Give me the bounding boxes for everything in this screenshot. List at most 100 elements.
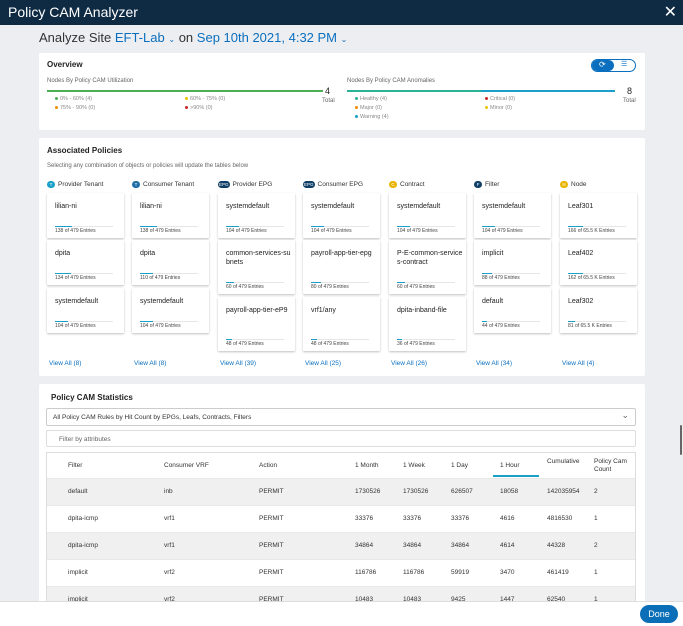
card-entries: 166 of 65.5 K Entries [568,228,615,234]
associated-policies-panel: Associated Policies Selecting any combin… [39,138,645,376]
table-row[interactable]: default inb PERMIT 1730526 1730526 626507 1805… [47,478,635,505]
col-consumer-vrf[interactable]: Consumer VRF [164,462,209,469]
anom-total: 8 [627,86,633,96]
card-name: lilian-ni [140,203,162,210]
card-bar [568,226,626,227]
policy-card[interactable]: dpita 110 of 479 Entries [132,240,209,285]
col-1-day[interactable]: 1 Day [451,462,468,469]
badge-icon: EPG [218,181,230,188]
policy-card[interactable]: dpita 134 of 479 Entries [47,240,124,285]
done-button[interactable]: Done [640,605,678,623]
policy-card[interactable]: systemdefault 104 of 479 Entries [389,193,466,238]
policy-card[interactable]: P-E-common-services-contract 60 of 479 En… [389,240,466,294]
card-name: systemdefault [397,203,441,210]
table-cell: 142035954 [547,488,580,495]
card-entries: 48 of 479 Entries [311,341,349,347]
policy-card[interactable]: Leaf402 162 of 65.5 K Entries [560,240,637,285]
dot-icon [185,106,188,110]
overview-title: Overview [47,60,83,69]
dot-icon [55,106,58,110]
col-1-week[interactable]: 1 Week [403,462,425,469]
site-dropdown[interactable]: EFT-Lab ⌄ [115,30,175,45]
policy-card[interactable]: systemdefault 104 of 479 Entries [474,193,551,238]
card-bar [55,273,113,274]
util-total-label: Total [322,98,335,104]
card-entries: 104 of 479 Entries [482,228,523,234]
card-entries: 134 of 479 Entries [55,275,96,281]
card-name: dpita-inband-file [397,307,447,314]
card-bar [397,282,455,283]
table-cell: 3470 [500,569,515,576]
col-policy-cam-count[interactable]: Policy Cam Count [594,458,627,473]
col-1-month[interactable]: 1 Month [355,462,379,469]
table-cell: dpita-icmp [68,542,98,549]
close-icon[interactable]: ✕ [663,4,677,21]
table-cell: 10483 [355,596,374,603]
list-view-icon[interactable]: ☰ [621,61,628,68]
col-filter[interactable]: Filter [68,462,83,469]
policy-card[interactable]: Leaf302 81 of 65.5 K Entries [560,288,637,333]
anom-legend-1: Healthy (4) [355,96,387,102]
card-name: vrf1/any [311,307,336,314]
view-toggle[interactable]: ⟳ ☰ [591,59,636,72]
util-total: 4 [325,86,331,96]
chevron-down-icon: ⌄ [340,35,348,44]
policy-card[interactable]: systemdefault 104 of 479 Entries [303,193,380,238]
card-name: implicit [482,250,504,257]
card-bar [397,226,455,227]
policy-card[interactable]: Leaf301 166 of 65.5 K Entries [560,193,637,238]
chevron-down-icon: ⌄ [621,410,629,420]
view-all-link[interactable]: View All (8) [134,360,167,367]
table-cell: implicit [68,569,88,576]
rules-select[interactable]: All Policy CAM Rules by Hit Count by EPG… [46,408,636,426]
policy-card[interactable]: vrf1/any 48 of 479 Entries [303,297,380,351]
col-cumulative[interactable]: Cumulative [547,458,580,465]
assoc-title: Associated Policies [47,146,123,155]
policy-card[interactable]: common-services-subnets 60 of 479 Entries [218,240,295,294]
date-dropdown[interactable]: Sep 10th 2021, 4:32 PM ⌄ [197,30,348,45]
table-cell: 9425 [451,596,466,603]
policy-card[interactable]: systemdefault 104 of 479 Entries [47,288,124,333]
card-name: common-services-subnets [226,250,291,266]
card-name: systemdefault [311,203,355,210]
table-cell: 461419 [547,569,569,576]
overview-panel: Overview ⟳ ☰ Nodes By Policy CAM Utiliza… [39,53,645,130]
table-cell: 10483 [403,596,422,603]
card-entries: 138 of 479 Entries [140,228,181,234]
table-row[interactable]: dpita-icmp vrf1 PERMIT 34864 34864 34864 4614 4… [47,532,635,559]
table-cell: PERMIT [259,596,284,603]
col-1-hour[interactable]: 1 Hour [500,462,520,469]
col-action[interactable]: Action [259,462,278,469]
table-row[interactable]: dpita-icmp vrf1 PERMIT 33376 33376 33376 4616 4… [47,505,635,532]
policy-card[interactable]: dpita-inband-file 36 of 479 Entries [389,297,466,351]
assoc-col-header: T Provider Tenant [47,181,103,188]
dot-icon [185,97,188,101]
table-cell: 1730526 [355,488,381,495]
policy-card[interactable]: implicit 88 of 479 Entries [474,240,551,285]
table-row[interactable]: implicit vrf2 PERMIT 116786 116786 59919 3470 4… [47,559,635,586]
table-row[interactable]: implicit vrf2 PERMIT 10483 10483 9425 1447 6254… [47,586,635,603]
badge-icon: N [560,181,568,188]
filter-input[interactable]: Filter by attributes [46,430,636,447]
policy-card[interactable]: lilian-ni 138 of 479 Entries [47,193,124,238]
policy-card[interactable]: default 44 of 479 Entries [474,288,551,333]
policy-card[interactable]: systemdefault 104 of 479 Entries [132,288,209,333]
chevron-down-icon: ⌄ [168,35,176,44]
scrollbar[interactable] [680,425,682,455]
chart-view-button[interactable]: ⟳ [592,60,614,71]
policy-card[interactable]: lilian-ni 138 of 479 Entries [132,193,209,238]
table-cell: 1730526 [403,488,429,495]
card-entries: 36 of 479 Entries [397,341,435,347]
policy-card[interactable]: payroll-app-tier-epg 80 of 479 Entries [303,240,380,294]
view-all-link[interactable]: View All (26) [391,360,428,367]
table-cell: 33376 [403,515,422,522]
policy-card[interactable]: payroll-app-tier-eP9 48 of 479 Entries [218,297,295,351]
card-name: dpita [55,250,71,257]
table-cell: 44328 [547,542,566,549]
policy-card[interactable]: systemdefault 104 of 479 Entries [218,193,295,238]
view-all-link[interactable]: View All (8) [49,360,82,367]
view-all-link[interactable]: View All (34) [476,360,513,367]
view-all-link[interactable]: View All (25) [305,360,342,367]
view-all-link[interactable]: View All (4) [562,360,595,367]
view-all-link[interactable]: View All (39) [220,360,257,367]
